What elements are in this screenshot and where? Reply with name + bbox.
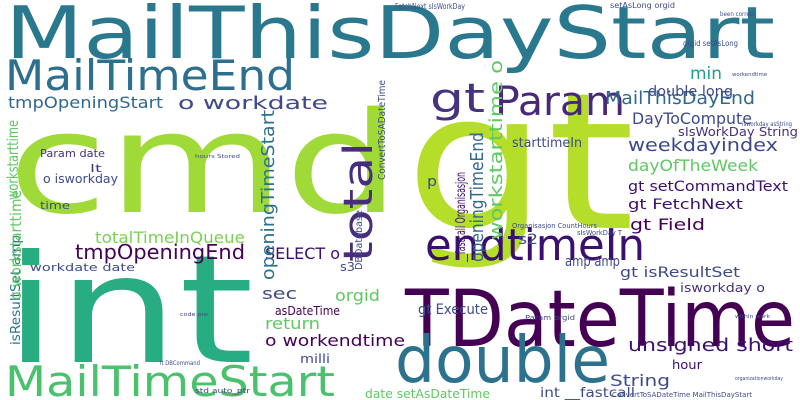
word: isworkday o [680,281,765,295]
word: total [336,142,382,262]
word: __fastcall Organisasjon [454,172,469,263]
word: weekdayindex [628,135,778,156]
word: gt Field [630,215,705,234]
word: workdate date [30,261,135,274]
word: been correct [720,11,756,18]
word: openingTimeEnd [467,132,488,262]
word: sIsWorkDay String [678,125,798,139]
word: std auto_ptr [195,387,250,395]
word: unsigned short [628,335,793,356]
word: o workdate [178,93,328,114]
word: gt [430,76,485,122]
word: int [4,224,254,398]
word: String [610,371,670,390]
word: date setAsDateTime [365,387,490,400]
word: o isworkday [43,172,118,186]
word: min [690,64,722,84]
word: orgid setAsLong [683,39,738,48]
word: MailThisDayStart [5,0,775,75]
word: Param [495,79,625,125]
word: Organisasjon CountHours [512,222,597,230]
word: sec [262,284,297,303]
word: gt setCommandText [628,179,789,195]
word: gt FetchNext [628,197,744,213]
word: starttimeIn [512,136,582,151]
word: gt [405,52,635,273]
word: double [395,324,610,398]
word: isworkday asString [742,121,792,128]
word: Param orgid [525,314,575,322]
word: milli [300,352,330,366]
word: MailTimeStart [5,357,335,400]
word: o workstarttime [7,190,25,300]
word: endtimeIn [425,220,645,271]
word: DayToCompute [632,109,752,128]
word: organizationworkday [735,376,783,382]
word: lt DBCommand [160,360,200,367]
word: DBDatabase [354,210,365,270]
word: s2 [518,232,538,248]
word: MailTimeEnd [5,51,295,100]
word: workendtime [732,72,767,78]
word: Param date [40,147,105,160]
word: lt [90,162,103,175]
word: int __fastcall [540,386,635,400]
word: time [40,199,70,212]
word: SELECT o [265,244,340,263]
word: MailThisDayEnd [605,88,755,109]
word: ConvertToSADateTime MailThisDayStart [612,391,752,399]
word: o workendtime [265,331,405,350]
word: asDateTime [275,304,340,318]
word: code pre [180,312,208,318]
word: openingTimeStart [258,110,279,280]
word: s3 [340,260,355,274]
word: cmd [8,83,400,246]
word: hours Stored [195,154,240,160]
word: return [265,314,320,333]
word: setAsLong orgid [610,1,675,10]
word: orgid [335,286,380,305]
word: workstarttime [4,120,22,200]
word: double long [648,84,733,100]
word: hour [672,358,702,372]
word: gt Execute [418,302,488,318]
word: TDateTime [404,275,795,365]
word: isResultSet amp [9,235,24,345]
word: ConvertToSADateTime [377,80,388,180]
word: gt isResultSet [620,265,741,281]
word: workstarttime o [486,60,507,240]
word: p [427,174,437,190]
word: tmpOpeningEnd [75,240,245,264]
word: FetchNext sIsWorkDay [395,2,465,11]
word: tmpOpeningStart [8,93,163,112]
word: dayOfTheWeek [628,156,759,175]
word: within work [735,314,770,320]
word: totalTimeInQueue [95,228,245,247]
word: sIsWorkDay T [577,229,623,237]
word: amp amp [565,254,620,270]
